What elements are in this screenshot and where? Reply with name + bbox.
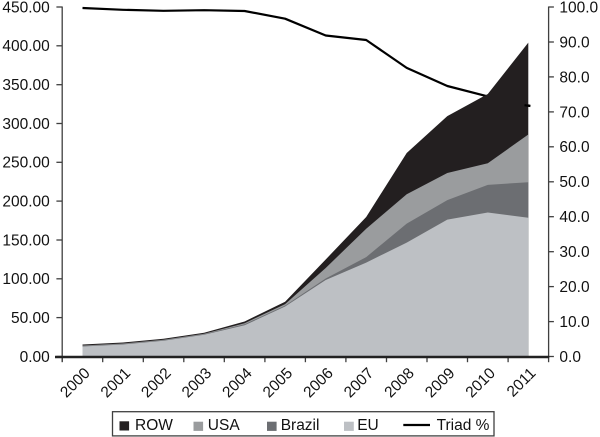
svg-text:0.00: 0.00 (20, 349, 51, 366)
svg-text:350.00: 350.00 (2, 77, 50, 94)
svg-text:100.0: 100.0 (559, 0, 598, 16)
svg-text:250.00: 250.00 (2, 155, 50, 172)
svg-text:90.0: 90.0 (559, 34, 590, 51)
svg-text:Triad %: Triad % (437, 417, 490, 434)
svg-text:200.00: 200.00 (2, 194, 50, 211)
svg-text:70.0: 70.0 (559, 104, 590, 121)
svg-text:USA: USA (208, 417, 241, 434)
svg-text:300.00: 300.00 (2, 116, 50, 133)
svg-text:30.0: 30.0 (559, 244, 590, 261)
svg-text:50.00: 50.00 (11, 310, 50, 327)
svg-text:100.00: 100.00 (2, 271, 50, 288)
svg-text:80.0: 80.0 (559, 69, 590, 86)
svg-text:150.00: 150.00 (2, 232, 50, 249)
svg-text:50.0: 50.0 (559, 174, 590, 191)
svg-text:Brazil: Brazil (281, 417, 320, 434)
svg-text:ROW: ROW (135, 417, 173, 434)
svg-text:0.0: 0.0 (559, 349, 581, 366)
svg-text:20.0: 20.0 (559, 279, 590, 296)
svg-text:10.0: 10.0 (559, 314, 590, 331)
svg-text:400.00: 400.00 (2, 38, 50, 55)
svg-text:40.0: 40.0 (559, 209, 590, 226)
svg-text:EU: EU (357, 417, 379, 434)
svg-text:450.00: 450.00 (2, 0, 50, 16)
svg-text:60.0: 60.0 (559, 139, 590, 156)
